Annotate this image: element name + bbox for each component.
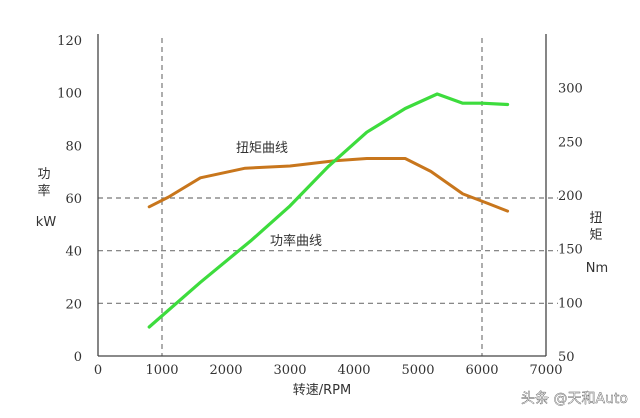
right-y-axis-label: 扭矩 (589, 211, 602, 243)
x-tick-4000: 4000 (337, 363, 370, 378)
right-y-tick-100: 100 (558, 296, 583, 311)
left-y-tick-60: 60 (65, 192, 82, 207)
power-curve-label: 功率曲线 (270, 233, 322, 249)
left-y-tick-40: 40 (65, 245, 82, 260)
x-tick-3000: 3000 (273, 363, 306, 378)
x-tick-0: 0 (94, 363, 102, 378)
right-y-unit-label: Nm (586, 261, 608, 276)
left-y-tick-20: 20 (65, 297, 82, 312)
x-axis-label: 转速/RPM (293, 383, 351, 398)
x-tick-2000: 2000 (209, 363, 242, 378)
torque-curve-label: 扭矩曲线 (236, 141, 288, 156)
series-lines (147, 92, 510, 329)
left-y-tick-120: 120 (57, 34, 82, 49)
left-y-tick-labels: 0 20 40 60 80 100 120 (57, 34, 82, 365)
x-tick-labels: 0 1000 2000 3000 4000 5000 6000 7000 (94, 363, 563, 378)
x-tick-6000: 6000 (465, 363, 498, 378)
series-line-0 (147, 157, 510, 213)
watermark-text: 头条 @天和Auto (521, 390, 628, 407)
left-y-tick-0: 0 (74, 350, 82, 365)
left-y-tick-100: 100 (57, 87, 82, 102)
series-line-1 (147, 92, 510, 329)
right-y-tick-50: 50 (558, 350, 575, 365)
x-tick-5000: 5000 (401, 363, 434, 378)
x-tick-7000: 7000 (529, 363, 562, 378)
left-y-axis-label: 功率 (37, 167, 50, 199)
right-y-tick-labels: 50 100 150 200 250 300 (558, 82, 583, 365)
right-y-tick-200: 200 (558, 189, 583, 204)
x-tick-1000: 1000 (145, 363, 178, 378)
right-y-tick-150: 150 (558, 243, 583, 258)
right-y-tick-250: 250 (558, 135, 583, 150)
left-y-unit-label: kW (36, 215, 57, 230)
watermark: 头条 @天和Auto (521, 390, 628, 407)
right-y-tick-300: 300 (558, 82, 583, 97)
left-y-tick-80: 80 (65, 139, 82, 154)
axes (97, 34, 547, 357)
